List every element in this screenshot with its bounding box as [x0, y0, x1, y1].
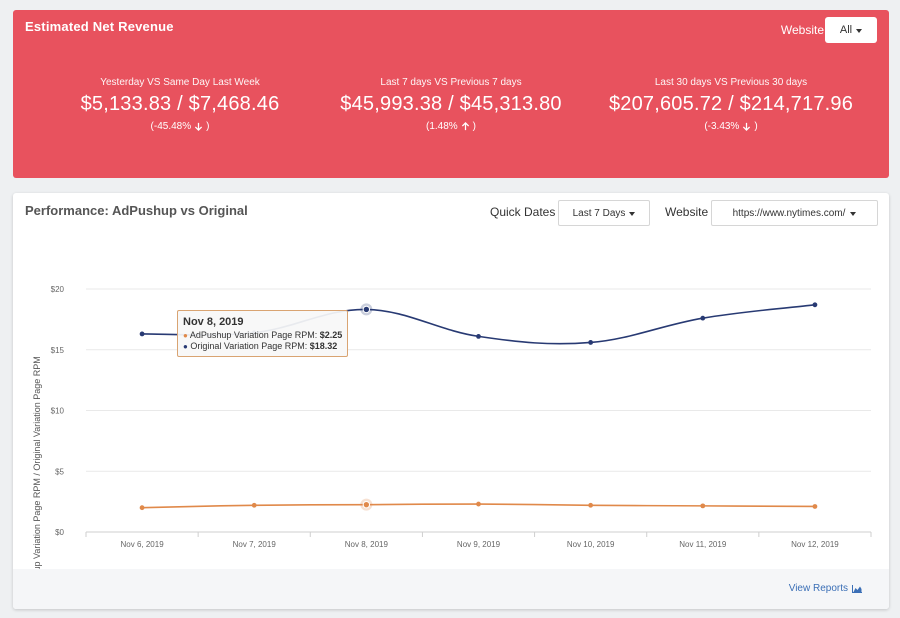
metric-value: $45,993.38 / $45,313.80	[340, 93, 562, 115]
data-point	[476, 501, 481, 507]
chevron-down-icon	[629, 211, 636, 216]
tooltip-row-label: Original Variation Page RPM:	[190, 341, 310, 351]
x-tick-label: Nov 7, 2019	[233, 540, 277, 549]
x-tick-label: Nov 8, 2019	[345, 540, 389, 549]
rpm-line-chart[interactable]: $0 $5 $10 $15 $20 Nov 6, 2019 Nov 7, 2019 Nov 8…	[13, 193, 889, 569]
metric-change: (1.48% )	[426, 121, 476, 132]
website-dropdown[interactable]: https://www.nytimes.com/	[711, 200, 878, 226]
metric-change-text: (-45.48%	[150, 121, 192, 132]
data-point	[812, 302, 818, 308]
y-tick-label: $10	[51, 407, 65, 416]
x-tick-label: Nov 9, 2019	[457, 540, 501, 549]
metric-label: Yesterday VS Same Day Last Week	[100, 77, 260, 88]
data-point	[812, 504, 818, 509]
data-point	[588, 502, 594, 508]
performance-card: Performance: AdPushup vs Original Quick …	[13, 193, 889, 609]
quick-dates-value: Last 7 Days	[572, 207, 626, 219]
chevron-down-icon	[850, 211, 857, 216]
y-axis-title: AdPushup Variation Page RPM / Original V…	[32, 356, 42, 603]
view-reports-label: View Reports	[788, 583, 848, 594]
tooltip-row-adpushup: ● AdPushup Variation Page RPM: $2.25	[183, 330, 342, 341]
data-point	[700, 503, 706, 509]
metric-change-close: )	[472, 121, 477, 132]
website-filter-value: All	[839, 24, 853, 36]
arrow-down-icon	[195, 122, 203, 131]
metric-label: Last 30 days VS Previous 30 days	[654, 77, 808, 88]
x-tick-label: Nov 10, 2019	[567, 540, 615, 549]
tooltip-row-value: $2.25	[319, 330, 343, 340]
performance-footer: View Reports	[13, 569, 889, 609]
view-reports-link[interactable]: View Reports	[789, 583, 862, 594]
tooltip-row-label: AdPushup Variation Page RPM:	[189, 330, 320, 340]
metric-change: (-45.48% )	[151, 121, 210, 132]
metric-change-close: )	[754, 121, 758, 132]
x-tick-label: Nov 12, 2019	[791, 540, 839, 549]
area-chart-icon	[852, 584, 862, 593]
website-filter-dropdown[interactable]: All	[825, 17, 877, 43]
series-dot-icon: ●	[183, 331, 188, 340]
tooltip-row-original: ● Original Variation Page RPM: $18.32	[183, 341, 342, 352]
y-tick-label: $20	[51, 285, 65, 294]
metric-change: (-3.43% )	[704, 121, 757, 132]
data-point	[139, 331, 145, 337]
chevron-down-icon	[856, 28, 863, 33]
metric-change-text: (-3.43%	[704, 121, 740, 132]
y-tick-label: $5	[55, 467, 64, 476]
quick-dates-label: Quick Dates	[490, 205, 556, 219]
tooltip-row-value: $18.32	[309, 341, 338, 351]
data-point	[139, 505, 145, 511]
metric-last-30-days: Last 30 days VS Previous 30 days $207,60…	[585, 77, 877, 134]
website-label: Website	[665, 205, 709, 219]
data-point	[251, 502, 257, 508]
tooltip-date: Nov 8, 2019	[183, 316, 244, 328]
metric-yesterday: Yesterday VS Same Day Last Week $5,133.8…	[34, 77, 326, 134]
series-dot-icon: ●	[183, 342, 188, 351]
performance-title: Performance: AdPushup vs Original	[25, 203, 248, 218]
x-tick-label: Nov 6, 2019	[121, 540, 165, 549]
data-point	[362, 305, 371, 314]
y-tick-label: $15	[51, 346, 65, 355]
metric-change-close: )	[206, 121, 210, 132]
metric-last-7-days: Last 7 days VS Previous 7 days $45,993.3…	[305, 77, 597, 134]
arrow-up-icon	[461, 122, 469, 131]
data-point	[588, 340, 594, 345]
revenue-title: Estimated Net Revenue	[25, 19, 174, 34]
data-point	[700, 315, 706, 321]
quick-dates-dropdown[interactable]: Last 7 Days	[558, 200, 650, 226]
chart-tooltip: Nov 8, 2019 ● AdPushup Variation Page RP…	[177, 310, 348, 357]
metric-label: Last 7 days VS Previous 7 days	[380, 77, 522, 88]
y-tick-label: $0	[55, 528, 64, 537]
data-point	[476, 333, 481, 339]
website-filter-label: Website	[780, 23, 824, 37]
metric-change-text: (1.48%	[425, 121, 458, 132]
metric-value: $207,605.72 / $214,717.96	[608, 93, 854, 115]
arrow-down-icon	[743, 122, 751, 131]
estimated-net-revenue-card: Estimated Net Revenue Website All Yester…	[13, 10, 889, 178]
website-value: https://www.nytimes.com/	[732, 207, 846, 219]
data-point	[362, 500, 371, 509]
x-tick-label: Nov 11, 2019	[679, 540, 727, 549]
metric-value: $5,133.83 / $7,468.46	[80, 93, 280, 115]
